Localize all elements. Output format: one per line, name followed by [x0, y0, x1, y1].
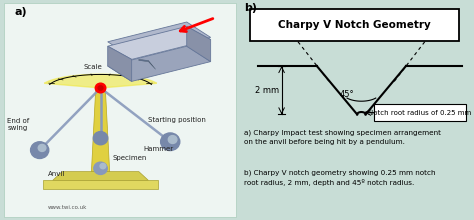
Text: 2 mm: 2 mm [255, 86, 280, 95]
Polygon shape [108, 46, 210, 81]
Polygon shape [139, 59, 155, 69]
Text: Specimen: Specimen [112, 154, 147, 161]
Circle shape [161, 133, 180, 150]
Polygon shape [43, 180, 158, 189]
Circle shape [95, 83, 106, 93]
Polygon shape [53, 172, 148, 180]
Text: www.twi.co.uk: www.twi.co.uk [48, 205, 87, 210]
Text: a): a) [14, 7, 27, 17]
FancyBboxPatch shape [374, 104, 466, 121]
Polygon shape [108, 26, 210, 59]
Text: Notch root radius of 0.25 mm: Notch root radius of 0.25 mm [368, 110, 472, 116]
Text: a) Charpy Impact test showing specimen arrangement
on the anvil before being hit: a) Charpy Impact test showing specimen a… [244, 130, 441, 145]
Text: Anvil: Anvil [48, 171, 65, 177]
Circle shape [31, 142, 49, 158]
Circle shape [98, 86, 103, 90]
Text: End of
swing: End of swing [7, 118, 29, 131]
Polygon shape [108, 22, 210, 57]
Text: Charpy V Notch Geometry: Charpy V Notch Geometry [278, 20, 431, 30]
Text: Scale: Scale [84, 64, 102, 70]
Polygon shape [44, 74, 157, 88]
Text: 45°: 45° [340, 90, 355, 99]
Text: Hammer: Hammer [144, 146, 174, 152]
Circle shape [100, 163, 106, 169]
Polygon shape [108, 46, 132, 81]
Text: b): b) [244, 3, 257, 13]
Circle shape [168, 136, 177, 143]
FancyBboxPatch shape [4, 3, 236, 217]
Circle shape [93, 132, 108, 145]
Text: b) Charpy V notch geometry showing 0.25 mm notch
root radius, 2 mm, depth and 45: b) Charpy V notch geometry showing 0.25 … [244, 169, 436, 186]
Circle shape [94, 162, 107, 174]
Text: Starting position: Starting position [148, 117, 206, 123]
FancyBboxPatch shape [250, 9, 459, 41]
Circle shape [38, 144, 46, 151]
Polygon shape [91, 88, 110, 180]
Polygon shape [187, 26, 210, 62]
